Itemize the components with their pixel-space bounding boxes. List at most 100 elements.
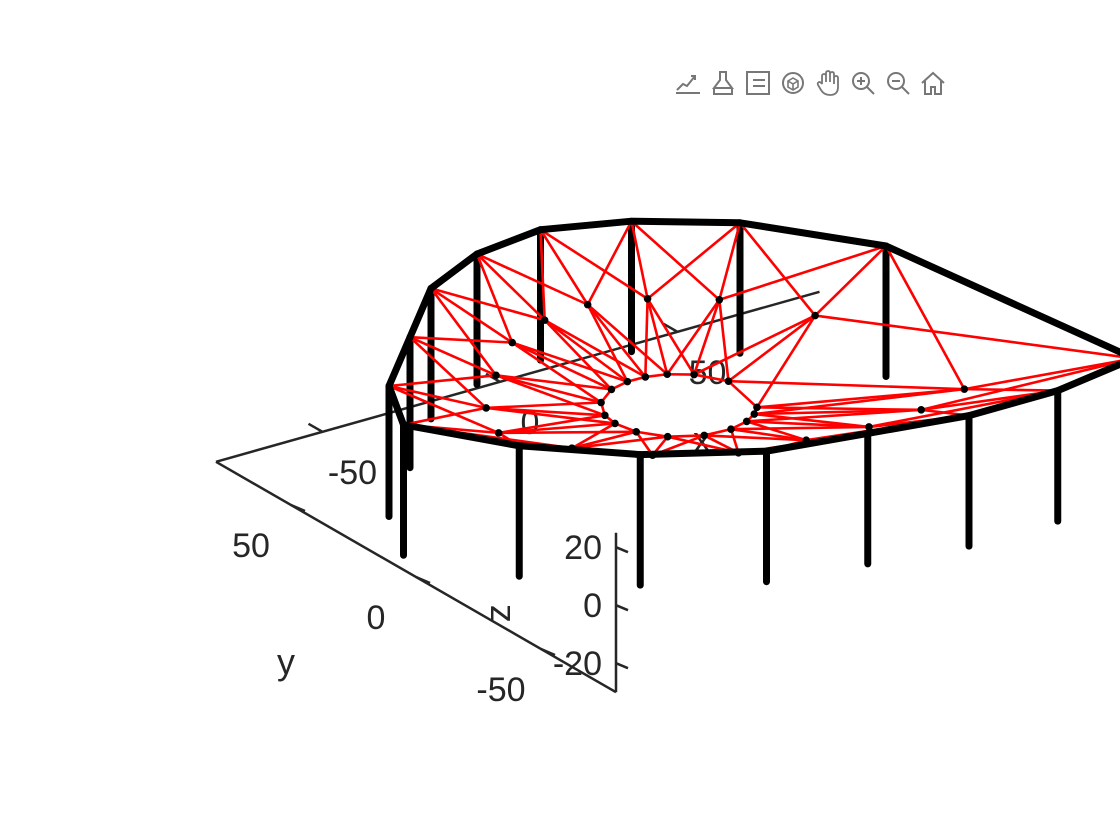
cable-node [641,373,650,381]
brush-button[interactable] [705,66,740,100]
cable-segment [498,414,606,435]
cable-segment [486,406,605,417]
cable-segment [511,341,602,404]
cable-node [960,385,969,393]
cable-segment [738,221,817,317]
cable-node [742,417,751,426]
cable-segment [666,299,721,375]
zoom-in-icon [851,72,875,95]
y-tick-label: -50 [476,671,525,709]
cable-node [601,411,609,420]
cable-segment [630,220,721,301]
cable-segment [746,408,922,423]
y-axis-label: y [277,641,295,682]
axes-toolbar [670,66,950,100]
cable-node [734,448,743,457]
cable-node [724,377,733,386]
y-tick [415,575,431,585]
cable-node [727,425,735,433]
cable-node [492,371,500,380]
ring-layer [385,217,1120,459]
cable-segment [586,303,669,376]
cable-node [663,370,672,379]
cable-segment [539,228,589,306]
z-tick-label: -20 [553,645,602,683]
cable-segment [754,387,965,416]
cable-segment [571,422,616,450]
export-button[interactable] [670,66,705,100]
cable-segment [964,359,1120,391]
cable-segment [539,228,649,300]
home-button[interactable] [915,66,950,100]
nodes-layer [482,294,969,460]
cable-segment [814,245,887,317]
zoom-in-button[interactable] [845,66,880,100]
cable-node [540,316,549,324]
cable-node [607,385,616,394]
pan-icon [816,70,839,96]
cable-segment [586,304,629,383]
cable-segment [409,335,513,344]
web-layer [388,220,1120,457]
cable-segment [543,319,613,391]
cable-segment [571,435,668,450]
brush-icon [711,71,734,95]
cable-segment [486,401,602,410]
cable-node [623,377,632,386]
legend-button[interactable] [740,66,775,100]
z-tick-label: 0 [583,587,602,625]
cable-segment [498,422,616,435]
cable-segment [630,220,649,300]
cable-segment [476,253,546,322]
zoom-out-icon [886,72,910,95]
y-tick-label: 0 [367,599,386,637]
home-icon [920,71,945,95]
cable-segment [475,253,514,344]
zoom-out-button[interactable] [880,66,915,100]
z-tick [615,662,629,670]
z-tick-label: 20 [564,529,602,567]
cable-segment [586,303,647,378]
cable-node [802,436,811,444]
cable-segment [755,314,817,409]
cable-node [482,404,490,412]
z-axis-label: z [477,604,518,622]
cable-segment [495,374,606,417]
export-icon [675,75,700,94]
cable-segment [571,430,637,450]
cable-node [690,370,698,379]
cable-segment [495,373,612,391]
cable-segment [718,222,742,301]
cable-node [750,410,759,418]
cable-segment [476,252,589,306]
z-tick [615,546,629,554]
rotate3d-button[interactable] [775,66,810,100]
x-tick [307,422,324,433]
cable-segment [728,379,965,391]
cable-segment [498,430,637,435]
cable-node [508,338,516,347]
rotate3d-icon [781,72,804,94]
cable-segment [693,314,816,376]
cable-segment [718,244,887,302]
cable-node [648,451,657,460]
cable-segment [429,287,498,377]
y-tick [290,503,306,513]
cable-node [597,398,605,407]
cable-segment [409,336,488,409]
cable-segment [495,374,602,404]
cable-node [917,406,925,414]
cable-segment [704,434,807,442]
cable-segment [586,220,633,306]
outer-ring [385,217,1120,459]
z-tick [615,604,629,612]
pan-button[interactable] [810,66,845,100]
cable-node [632,427,641,436]
cable-node [611,419,619,428]
cable-segment [511,341,612,391]
cable-segment [646,298,696,376]
cable-segment [388,373,497,388]
cable-segment [539,229,546,321]
